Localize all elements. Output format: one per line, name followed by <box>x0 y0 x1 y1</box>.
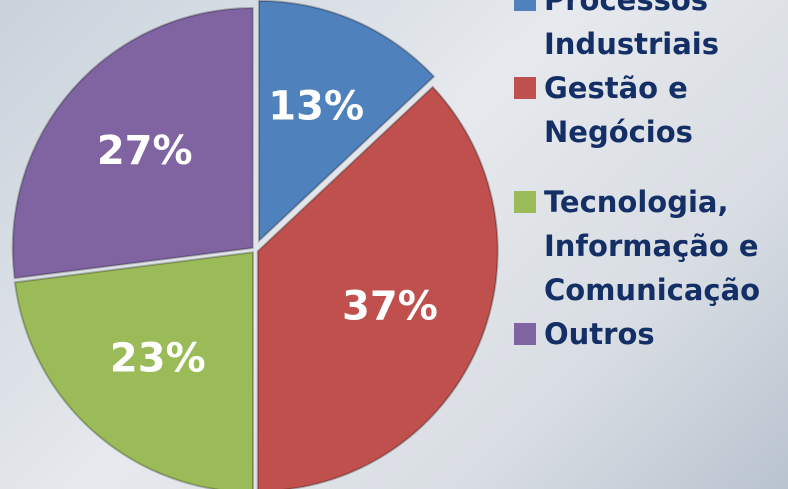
data-label: 27% <box>97 128 193 174</box>
legend-swatch <box>514 0 536 11</box>
legend-swatch <box>514 191 536 213</box>
data-label: 37% <box>342 283 438 329</box>
legend-entry: Outros <box>514 312 788 356</box>
legend-entry: Gestão e Negócios <box>514 66 788 154</box>
data-label: 23% <box>110 335 206 381</box>
legend-label: Gestão e Negócios <box>544 66 788 154</box>
legend-label: Tecnologia, Informação e Comunicação <box>544 180 788 312</box>
legend-label: Processos Industriais <box>544 0 788 66</box>
legend-entry: Tecnologia, Informação e Comunicação <box>514 180 788 312</box>
legend-swatch <box>514 323 536 345</box>
legend-entry: Processos Industriais <box>514 0 788 66</box>
legend-swatch <box>514 77 536 99</box>
data-label: 13% <box>268 84 364 130</box>
legend-label: Outros <box>544 312 655 356</box>
page: 13% 37% 23% 27% Processos IndustriaisGestão… <box>0 0 788 489</box>
